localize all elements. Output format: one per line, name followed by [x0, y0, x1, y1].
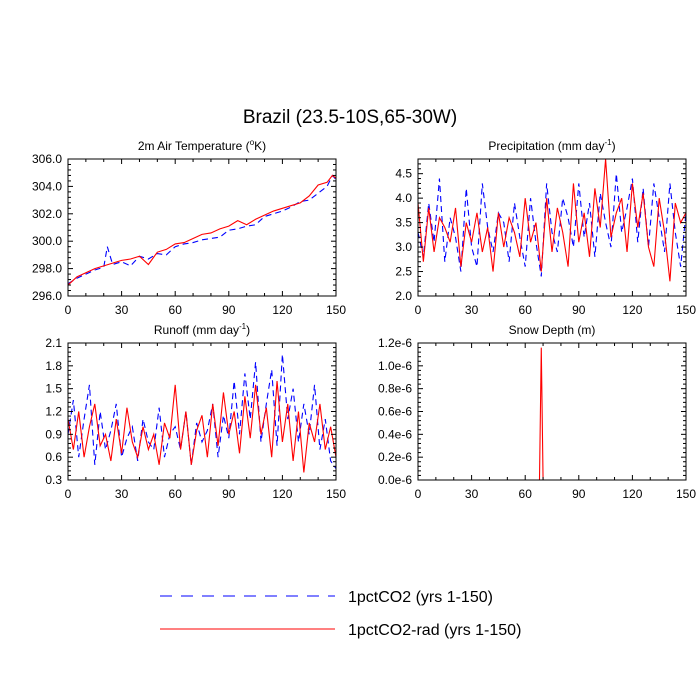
- legend-label: 1pctCO2 (yrs 1-150): [348, 589, 493, 606]
- x-tick-label: 0: [65, 303, 72, 317]
- panel-title-tail: K): [254, 139, 266, 153]
- x-tick-label: 120: [272, 487, 292, 501]
- x-tick-label: 150: [676, 487, 696, 501]
- y-tick-label: 0.4e-6: [378, 427, 412, 441]
- legend: 1pctCO2 (yrs 1-150) 1pctCO2-rad (yrs 1-15…: [160, 589, 521, 639]
- y-tick-label: 0.6e-6: [378, 405, 412, 419]
- y-tick-label: 1.5: [45, 382, 62, 396]
- y-tick-label: 2.0: [395, 289, 412, 303]
- series-group: [418, 347, 686, 480]
- plot-frame: [67, 158, 337, 297]
- panel-3: Runoff (mm day-1) 0 30 60 90 120 150 0.3 0.6 0.9 1…: [45, 322, 346, 501]
- x-tick-label: 0: [415, 303, 422, 317]
- y-tick-label: 1.0e-6: [378, 359, 412, 373]
- y-tick-label: 2.5: [395, 265, 412, 279]
- x-tick-label: 90: [572, 303, 586, 317]
- x-tick-label: 150: [326, 303, 346, 317]
- panel-title: Snow Depth (m): [509, 323, 596, 337]
- x-tick-label: 90: [222, 487, 236, 501]
- x-tick-label: 60: [169, 303, 183, 317]
- x-tick-label: 30: [465, 487, 479, 501]
- x-tick-label: 60: [519, 487, 533, 501]
- x-tick-label: 0: [415, 487, 422, 501]
- y-tick-label: 0.0e-6: [378, 473, 412, 487]
- x-tick-label: 90: [572, 487, 586, 501]
- x-tick-label: 30: [465, 303, 479, 317]
- y-tick-label: 296.0: [32, 289, 62, 303]
- series-line-1pctco2-rad: [418, 347, 686, 480]
- y-tick-label: 3.0: [395, 240, 412, 254]
- panel-1: 2m Air Temperature (oK) 0 30 60 90 120 150 296.…: [32, 138, 346, 317]
- x-tick-label: 150: [676, 303, 696, 317]
- figure-title: Brazil (23.5-10S,65-30W): [243, 107, 457, 128]
- panel-title-tail: ): [612, 139, 616, 153]
- panel-title-superscript: -1: [604, 138, 612, 147]
- panel-2: Precipitation (mm day-1) 0 30 60 90 120 150 2.0…: [395, 138, 696, 317]
- series-line-1pctco2-rad: [418, 159, 686, 282]
- panels: 2m Air Temperature (oK) 0 30 60 90 120 150 296.…: [32, 138, 696, 501]
- panel-title: Precipitation (mm day-1): [488, 138, 615, 153]
- x-tick-label: 120: [272, 303, 292, 317]
- y-tick-label: 302.0: [32, 207, 62, 221]
- panel-4: Snow Depth (m) 0 30 60 90 120 150 0.0e-6 0.2e-6 0…: [378, 323, 696, 501]
- x-tick-label: 90: [222, 303, 236, 317]
- panel-title-main: 2m Air Temperature (: [138, 139, 250, 153]
- panel-title-tail: ): [246, 323, 250, 337]
- y-tick-label: 298.0: [32, 262, 62, 276]
- y-tick-label: 306.0: [32, 152, 62, 166]
- y-tick-label: 0.8e-6: [378, 382, 412, 396]
- panel-title-main: Runoff (mm day: [154, 323, 239, 337]
- series-group: [418, 159, 686, 282]
- panel-title: 2m Air Temperature (oK): [138, 138, 266, 153]
- panel-title-main: Precipitation (mm day: [488, 139, 604, 153]
- x-tick-label: 120: [622, 303, 642, 317]
- y-tick-label: 0.3: [45, 473, 62, 487]
- panel-title-superscript: -1: [239, 322, 247, 331]
- y-tick-label: 1.2e-6: [378, 336, 412, 350]
- series-group: [68, 354, 336, 473]
- y-tick-label: 3.5: [395, 216, 412, 230]
- y-tick-label: 0.2e-6: [378, 450, 412, 464]
- y-tick-label: 4.0: [395, 191, 412, 205]
- series-line-1pctco2-rad: [68, 381, 336, 473]
- panel-title-main: Snow Depth (m): [509, 323, 596, 337]
- y-tick-label: 1.2: [45, 405, 62, 419]
- series-line-1pctco2: [68, 354, 336, 469]
- y-tick-label: 1.8: [45, 359, 62, 373]
- plot-frame: [417, 158, 687, 297]
- panel-title: Runoff (mm day-1): [154, 322, 250, 337]
- x-tick-label: 120: [622, 487, 642, 501]
- y-tick-label: 0.9: [45, 427, 62, 441]
- y-tick-label: 2.1: [45, 336, 62, 350]
- y-tick-label: 300.0: [32, 234, 62, 248]
- x-tick-label: 150: [326, 487, 346, 501]
- x-tick-label: 60: [169, 487, 183, 501]
- legend-label: 1pctCO2-rad (yrs 1-150): [348, 622, 521, 639]
- series-line-1pctco2-rad: [68, 174, 336, 286]
- y-tick-label: 304.0: [32, 179, 62, 193]
- series-group: [68, 174, 336, 286]
- x-tick-label: 30: [115, 303, 129, 317]
- panel-title-superscript: o: [250, 138, 255, 147]
- plot-frame: [417, 342, 687, 481]
- y-tick-label: 0.6: [45, 450, 62, 464]
- series-line-1pctco2: [68, 174, 336, 285]
- x-tick-label: 30: [115, 487, 129, 501]
- x-tick-label: 60: [519, 303, 533, 317]
- y-tick-label: 4.5: [395, 167, 412, 181]
- x-tick-label: 0: [65, 487, 72, 501]
